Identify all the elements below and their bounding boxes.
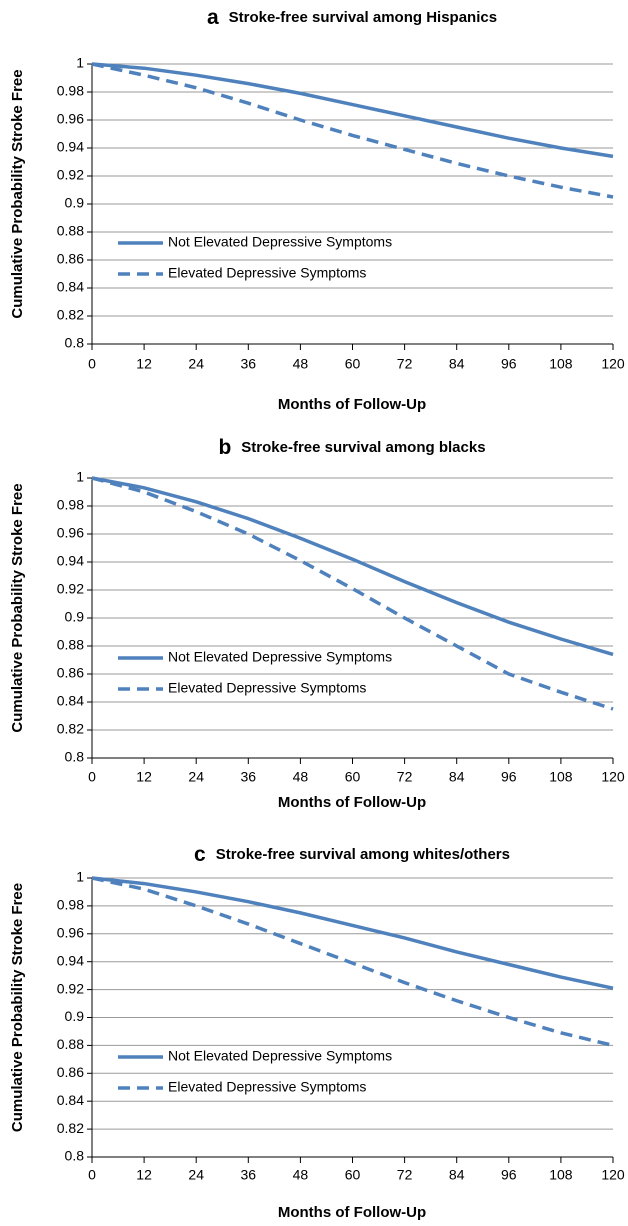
x-tick-label: 48 — [293, 1167, 309, 1183]
x-tick-label: 120 — [601, 769, 625, 785]
y-tick-label: 0.96 — [57, 925, 84, 941]
chart-title: c Stroke-free survival among whites/other… — [194, 843, 510, 866]
y-axis-label: Cumulative Probability Stroke Free — [9, 69, 26, 318]
y-tick-label: 0.92 — [57, 167, 84, 183]
x-tick-label: 48 — [293, 356, 309, 372]
y-tick-label: 0.98 — [57, 83, 84, 99]
y-tick-label: 0.86 — [57, 665, 84, 681]
y-tick-label: 0.84 — [57, 693, 84, 709]
x-tick-label: 60 — [345, 1167, 361, 1183]
x-tick-label: 96 — [501, 769, 517, 785]
x-tick-label: 96 — [501, 356, 517, 372]
x-tick-label: 48 — [293, 769, 309, 785]
x-tick-label: 72 — [397, 769, 413, 785]
x-tick-label: 36 — [241, 769, 257, 785]
y-tick-label: 0.88 — [57, 1036, 84, 1052]
x-tick-label: 84 — [449, 769, 465, 785]
y-tick-label: 0.96 — [57, 525, 84, 541]
x-axis-label: Months of Follow-Up — [278, 794, 426, 811]
panel: c Stroke-free survival among whites/other… — [9, 843, 625, 1221]
y-tick-label: 0.98 — [57, 497, 84, 513]
panel-label: c — [194, 843, 206, 866]
y-tick-label: 0.94 — [57, 553, 84, 569]
x-tick-label: 72 — [397, 1167, 413, 1183]
x-tick-label: 108 — [549, 1167, 573, 1183]
y-tick-label: 1 — [76, 55, 84, 71]
x-tick-label: 12 — [136, 356, 152, 372]
y-tick-label: 0.98 — [57, 897, 84, 913]
x-tick-label: 12 — [136, 1167, 152, 1183]
x-tick-label: 0 — [88, 1167, 96, 1183]
y-tick-label: 0.92 — [57, 980, 84, 996]
x-tick-label: 60 — [345, 356, 361, 372]
y-axis-label: Cumulative Probability Stroke Free — [9, 883, 26, 1132]
y-tick-label: 0.9 — [65, 1008, 85, 1024]
x-axis-label: Months of Follow-Up — [278, 396, 426, 413]
y-tick-label: 1 — [76, 869, 84, 885]
x-tick-label: 0 — [88, 356, 96, 372]
x-tick-label: 108 — [549, 769, 573, 785]
x-tick-label: 96 — [501, 1167, 517, 1183]
x-tick-label: 84 — [449, 356, 465, 372]
y-tick-label: 0.9 — [65, 609, 85, 625]
y-tick-label: 0.86 — [57, 1064, 84, 1080]
legend-label: Elevated Depressive Symptoms — [168, 265, 366, 281]
x-tick-label: 24 — [188, 1167, 204, 1183]
chart-title: a Stroke-free survival among Hispanics — [207, 6, 497, 29]
y-tick-label: 0.84 — [57, 279, 84, 295]
y-tick-label: 0.92 — [57, 581, 84, 597]
panel-label: b — [218, 436, 231, 459]
panel: b Stroke-free survival among blacks 0.8 0.8… — [9, 436, 625, 811]
x-tick-label: 0 — [88, 769, 96, 785]
y-tick-label: 0.9 — [65, 195, 85, 211]
legend-label: Elevated Depressive Symptoms — [168, 1079, 366, 1095]
y-tick-label: 0.8 — [65, 1148, 85, 1164]
x-tick-label: 72 — [397, 356, 413, 372]
x-tick-label: 24 — [188, 769, 204, 785]
panel-label: a — [207, 6, 219, 29]
legend-label: Not Elevated Depressive Symptoms — [168, 234, 392, 250]
y-tick-label: 0.96 — [57, 111, 84, 127]
title-text: Stroke-free survival among blacks — [241, 439, 485, 456]
legend-label: Not Elevated Depressive Symptoms — [168, 649, 392, 665]
series-line — [91, 62, 614, 199]
x-axis-label: Months of Follow-Up — [278, 1204, 426, 1221]
x-tick-label: 84 — [449, 1167, 465, 1183]
series-line — [91, 876, 614, 1048]
series-line — [91, 876, 614, 990]
y-tick-label: 0.88 — [57, 637, 84, 653]
x-tick-label: 24 — [188, 356, 204, 372]
y-tick-label: 0.82 — [57, 307, 84, 323]
x-tick-label: 108 — [549, 356, 573, 372]
legend-label: Not Elevated Depressive Symptoms — [168, 1048, 392, 1064]
x-tick-label: 12 — [136, 769, 152, 785]
x-tick-label: 36 — [241, 1167, 257, 1183]
x-tick-label: 36 — [241, 356, 257, 372]
y-tick-label: 0.88 — [57, 223, 84, 239]
series-line — [91, 476, 614, 657]
x-tick-label: 60 — [345, 769, 361, 785]
y-tick-label: 0.82 — [57, 1120, 84, 1136]
y-tick-label: 0.94 — [57, 139, 84, 155]
series-line — [91, 476, 614, 711]
y-tick-label: 0.84 — [57, 1092, 84, 1108]
y-axis-label: Cumulative Probability Stroke Free — [9, 483, 26, 732]
panel: a Stroke-free survival among Hispanics 0.8… — [9, 6, 625, 413]
y-tick-label: 0.86 — [57, 251, 84, 267]
legend-label: Elevated Depressive Symptoms — [168, 680, 366, 696]
x-tick-label: 120 — [601, 1167, 625, 1183]
y-tick-label: 0.82 — [57, 721, 84, 737]
series-line — [91, 62, 614, 159]
title-text: Stroke-free survival among Hispanics — [229, 9, 497, 26]
chart-title: b Stroke-free survival among blacks — [218, 436, 485, 459]
y-tick-label: 0.8 — [65, 335, 85, 351]
y-tick-label: 0.94 — [57, 952, 84, 968]
y-tick-label: 0.8 — [65, 749, 85, 765]
y-tick-label: 1 — [76, 469, 84, 485]
x-tick-label: 120 — [601, 356, 625, 372]
title-text: Stroke-free survival among whites/others — [216, 846, 510, 863]
